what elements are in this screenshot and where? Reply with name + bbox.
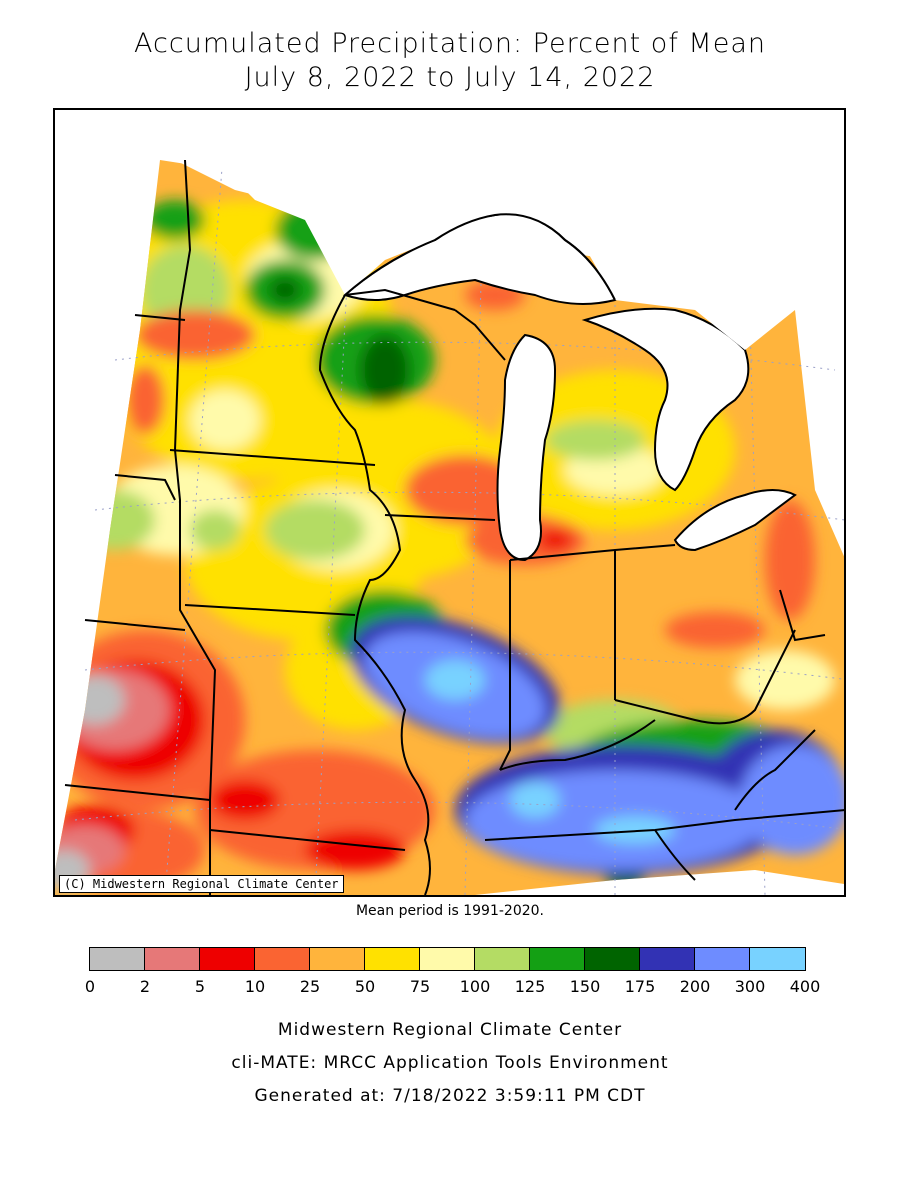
- legend-label-4: 25: [299, 977, 321, 996]
- map-title: Accumulated Precipitation: Percent of Me…: [134, 28, 766, 59]
- state-borders: [64, 159, 844, 895]
- lake-michigan: [496, 333, 557, 562]
- footer-app: cli-MATE: MRCC Application Tools Environ…: [231, 1053, 669, 1073]
- footer-org: Midwestern Regional Climate Center: [277, 1020, 623, 1040]
- legend-swatch-4: [310, 948, 365, 970]
- map-canvas: [55, 110, 844, 895]
- legend-swatch-7: [475, 948, 530, 970]
- legend-label-5: 50: [354, 977, 376, 996]
- border-ia-mo: [184, 604, 356, 616]
- border-wi-il: [384, 514, 496, 521]
- legend-label-10: 175: [624, 977, 656, 996]
- border-ohio-river: [614, 629, 796, 725]
- legend-swatch-12: [750, 948, 805, 970]
- legend-label-13: 400: [789, 977, 821, 996]
- border-oh-pa: [779, 589, 826, 642]
- legend-swatch-8: [530, 948, 585, 970]
- border-mississippi: [318, 294, 431, 895]
- legend-label-1: 2: [139, 977, 151, 996]
- legend-swatch-11: [695, 948, 750, 970]
- legend-label-9: 150: [569, 977, 601, 996]
- legend-label-7: 100: [459, 977, 491, 996]
- legend-label-8: 125: [514, 977, 546, 996]
- legend-label-12: 300: [734, 977, 766, 996]
- lake-erie: [673, 489, 797, 552]
- legend-swatch-0: [90, 948, 145, 970]
- legend-label-0: 0: [84, 977, 96, 996]
- legend-label-3: 10: [244, 977, 266, 996]
- border-west: [174, 449, 217, 895]
- footer-generated: Generated at: 7/18/2022 3:59:11 PM CDT: [254, 1086, 646, 1106]
- precipitation-map: (C) Midwestern Regional Climate Center: [53, 108, 846, 897]
- mean-period-note: Mean period is 1991-2020.: [355, 903, 545, 919]
- legend-label-6: 75: [409, 977, 431, 996]
- map-date-range: July 8, 2022 to July 14, 2022: [244, 62, 656, 93]
- legend-labels: 0 2 5 10 25 50 75 100 125 150 175 200 300 400: [0, 977, 900, 999]
- legend-label-11: 200: [679, 977, 711, 996]
- legend-swatch-10: [640, 948, 695, 970]
- border-nd-mn: [174, 159, 192, 451]
- legend-swatch-2: [200, 948, 255, 970]
- color-legend: [89, 947, 806, 971]
- border-il-in: [499, 560, 511, 771]
- legend-swatch-1: [145, 948, 200, 970]
- great-lakes: [343, 213, 797, 562]
- border-mn-ia: [169, 449, 376, 466]
- border-wi-mi: [454, 309, 506, 361]
- copyright-label: (C) Midwestern Regional Climate Center: [59, 875, 344, 893]
- border-ky-wv: [734, 729, 816, 811]
- lake-huron: [581, 307, 750, 492]
- legend-swatch-9: [585, 948, 640, 970]
- legend-swatch-5: [365, 948, 420, 970]
- legend-swatch-6: [420, 948, 475, 970]
- border-ky-tn: [484, 809, 844, 841]
- legend-label-2: 5: [194, 977, 206, 996]
- legend-swatch-3: [255, 948, 310, 970]
